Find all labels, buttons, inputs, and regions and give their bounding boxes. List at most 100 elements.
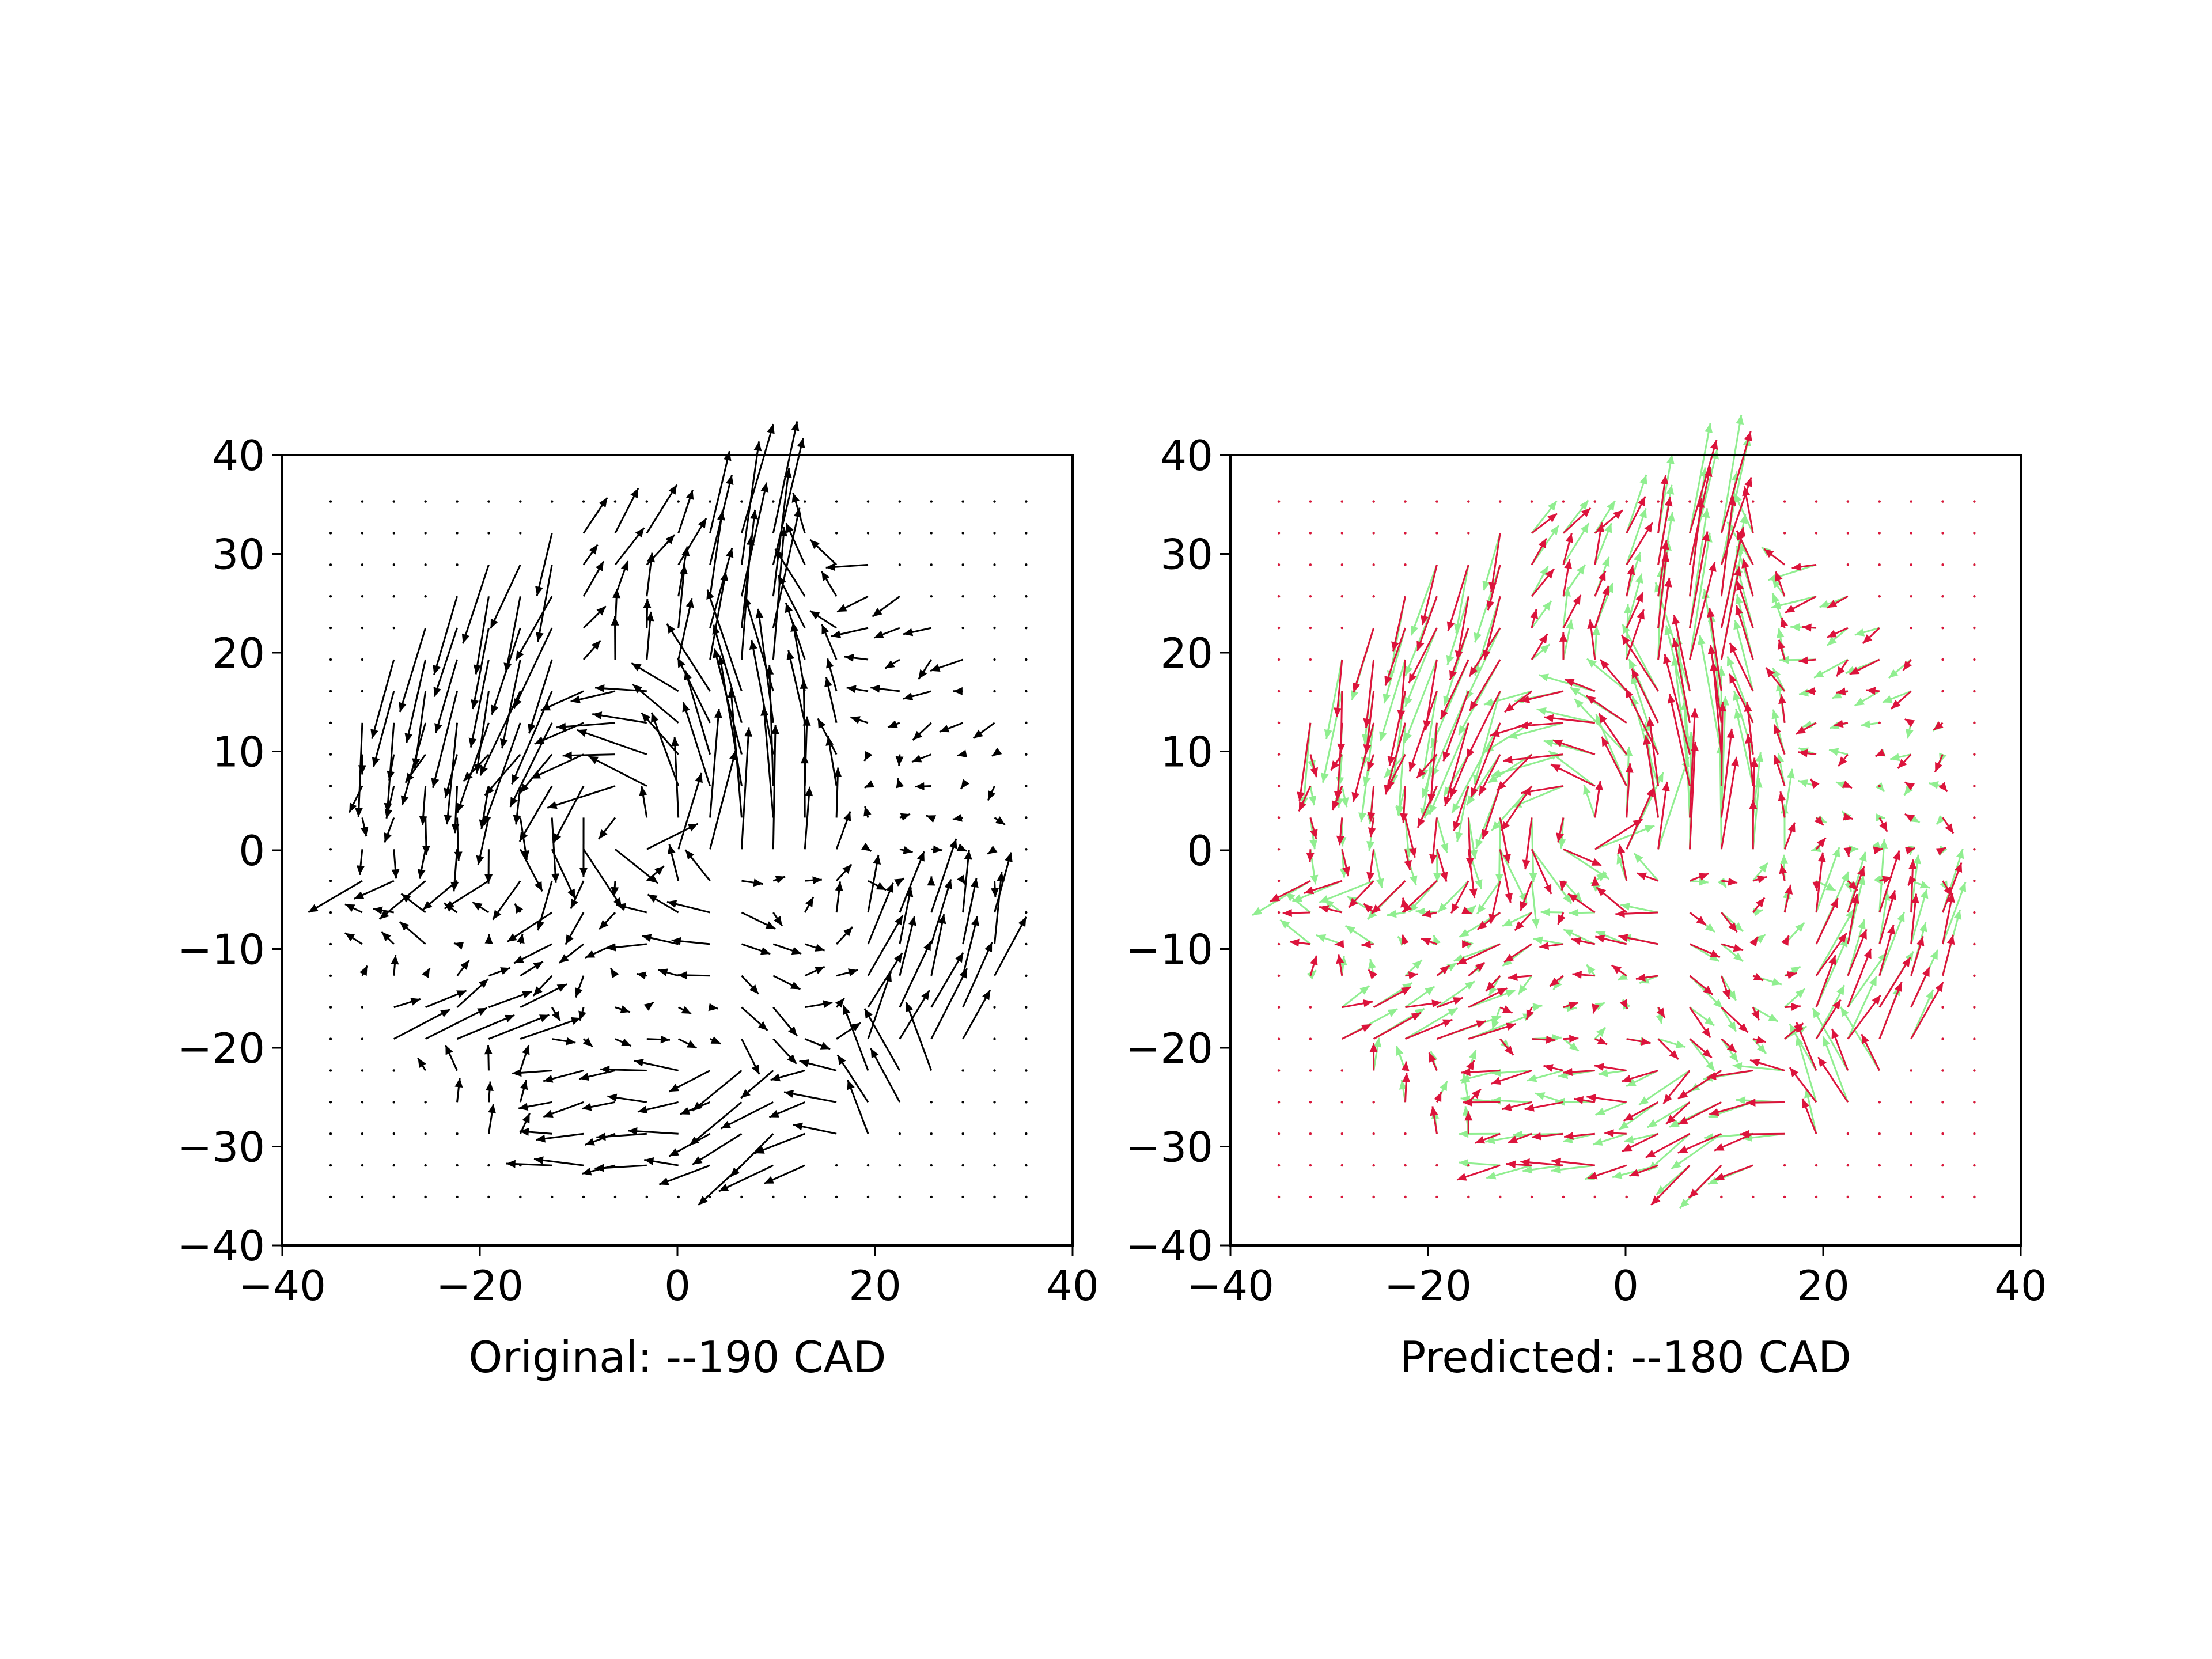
vector-arrowhead — [927, 876, 935, 886]
vector-arrowhead — [456, 802, 464, 813]
vector-arrow — [406, 659, 427, 743]
vector-arrowhead — [1755, 934, 1766, 944]
vector-point — [1973, 1195, 1976, 1199]
vector-arrowhead — [987, 845, 998, 854]
vector-arrow — [520, 1017, 581, 1040]
vector-arrowhead — [864, 1008, 873, 1019]
vector-arrowhead — [1308, 796, 1317, 806]
vector-arrowhead — [1656, 772, 1664, 783]
vector-arrowhead — [1422, 910, 1432, 918]
vector-point — [930, 1132, 933, 1135]
vector-arrowhead — [1615, 910, 1625, 918]
vector-arrowhead — [1798, 749, 1808, 757]
vector-arrowhead — [1443, 695, 1451, 706]
vector-point — [329, 816, 332, 819]
vector-arrowhead — [671, 737, 679, 747]
vector-arrowhead — [516, 650, 524, 661]
vector-point — [392, 1101, 395, 1104]
vector-point — [772, 1195, 775, 1199]
vector-arrowhead — [1304, 886, 1315, 895]
vector-point — [1941, 690, 1944, 693]
vector-arrowhead — [595, 561, 604, 571]
vector-arrow — [1719, 744, 1722, 850]
vector-point — [1277, 753, 1281, 756]
vector-arrowhead — [1466, 1060, 1475, 1071]
vector-arrowhead — [1423, 720, 1431, 730]
vector-arrowhead — [749, 639, 757, 650]
vector-arrow — [1392, 691, 1407, 785]
vector-arrowhead — [933, 845, 943, 854]
vector-arrowhead — [1922, 967, 1930, 978]
vector-point — [993, 1037, 996, 1040]
vector-point — [329, 500, 332, 503]
vector-point — [740, 1195, 743, 1199]
vector-arrowhead — [400, 795, 409, 805]
vector-arrowhead — [1539, 673, 1549, 681]
vector-point — [1025, 974, 1028, 978]
vector-arrowhead — [399, 922, 410, 931]
vector-point — [1435, 532, 1438, 535]
vector-point — [1340, 1101, 1343, 1104]
vector-arrowhead — [1656, 1014, 1664, 1024]
vector-arrowhead — [1834, 719, 1844, 728]
vector-point — [1404, 1132, 1407, 1135]
vector-arrowhead — [1920, 888, 1929, 899]
vector-point — [1973, 974, 1976, 978]
vector-arrowhead — [484, 874, 493, 884]
vector-arrowhead — [1849, 666, 1860, 675]
vector-arrowhead — [1736, 581, 1744, 591]
vector-arrowhead — [1858, 919, 1866, 930]
vector-point — [1815, 1195, 1818, 1199]
vector-arrow — [1425, 659, 1438, 730]
vector-arrow — [1319, 880, 1374, 903]
vector-arrowhead — [1310, 767, 1319, 778]
vector-arrowhead — [533, 986, 543, 996]
vector-point — [1277, 1069, 1281, 1072]
vector-arrowhead — [1713, 999, 1723, 1009]
vector-arrowhead — [1938, 782, 1948, 792]
vector-point — [1025, 942, 1028, 946]
vector-arrowhead — [589, 544, 598, 555]
vector-point — [361, 1164, 364, 1167]
vector-arrowhead — [964, 850, 972, 860]
vector-arrowhead — [1455, 650, 1463, 660]
vector-arrowhead — [1408, 762, 1416, 772]
vector-arrowhead — [1545, 569, 1554, 579]
vector-arrow — [1626, 573, 1643, 628]
vector-arrowhead — [823, 1000, 833, 1009]
vector-point — [329, 690, 332, 693]
vector-arrowhead — [1890, 753, 1900, 762]
vector-point — [424, 563, 427, 566]
vector-arrowhead — [1828, 955, 1836, 965]
vector-arrowhead — [1780, 854, 1789, 864]
vector-arrowhead — [1453, 623, 1462, 634]
vector-arrowhead — [575, 987, 583, 998]
vector-arrowhead — [1946, 893, 1955, 903]
vector-arrow — [1440, 659, 1469, 720]
vector-arrowhead — [1395, 806, 1404, 816]
vector-arrow — [1688, 532, 1711, 660]
vector-arrowhead — [1463, 1098, 1472, 1107]
vector-arrowhead — [344, 933, 355, 942]
vector-arrowhead — [488, 1104, 497, 1114]
vector-arrowhead — [1953, 910, 1962, 920]
vector-arrow — [1709, 645, 1722, 723]
vector-arrowhead — [1707, 645, 1716, 655]
vector-arrow — [1657, 497, 1671, 565]
vector-arrowhead — [354, 891, 365, 899]
vector-arrow — [456, 722, 490, 813]
vector-arrow — [530, 753, 584, 780]
vector-arrowhead — [764, 1176, 774, 1184]
vector-arrow — [847, 1080, 869, 1134]
y-tick-label: 10 — [1160, 728, 1213, 777]
vector-arrow — [867, 882, 894, 945]
vector-arrowhead — [1532, 918, 1540, 929]
vector-arrowhead — [1548, 501, 1557, 511]
vector-arrowhead — [1551, 764, 1561, 772]
vector-arrowhead — [1568, 893, 1578, 903]
vector-arrowhead — [1796, 726, 1806, 734]
vector-arrowhead — [1785, 605, 1796, 613]
vector-point — [930, 563, 933, 566]
vector-arrowhead — [567, 888, 575, 899]
